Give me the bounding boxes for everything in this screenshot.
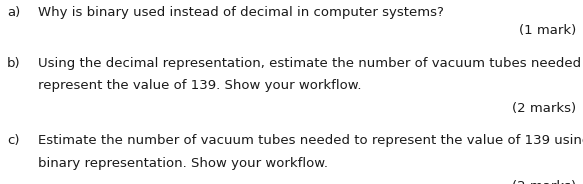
Text: Why is binary used instead of decimal in computer systems?: Why is binary used instead of decimal in… [38, 6, 444, 19]
Text: a): a) [7, 6, 20, 19]
Text: binary representation. Show your workflow.: binary representation. Show your workflo… [38, 157, 328, 169]
Text: (1 mark): (1 mark) [519, 24, 576, 37]
Text: represent the value of 139. Show your workflow.: represent the value of 139. Show your wo… [38, 79, 361, 92]
Text: b): b) [7, 57, 20, 70]
Text: Estimate the number of vacuum tubes needed to represent the value of 139 using t: Estimate the number of vacuum tubes need… [38, 135, 583, 147]
Text: Using the decimal representation, estimate the number of vacuum tubes needed to: Using the decimal representation, estima… [38, 57, 583, 70]
Text: (2 marks): (2 marks) [512, 180, 576, 184]
Text: (2 marks): (2 marks) [512, 102, 576, 115]
Text: c): c) [7, 135, 19, 147]
